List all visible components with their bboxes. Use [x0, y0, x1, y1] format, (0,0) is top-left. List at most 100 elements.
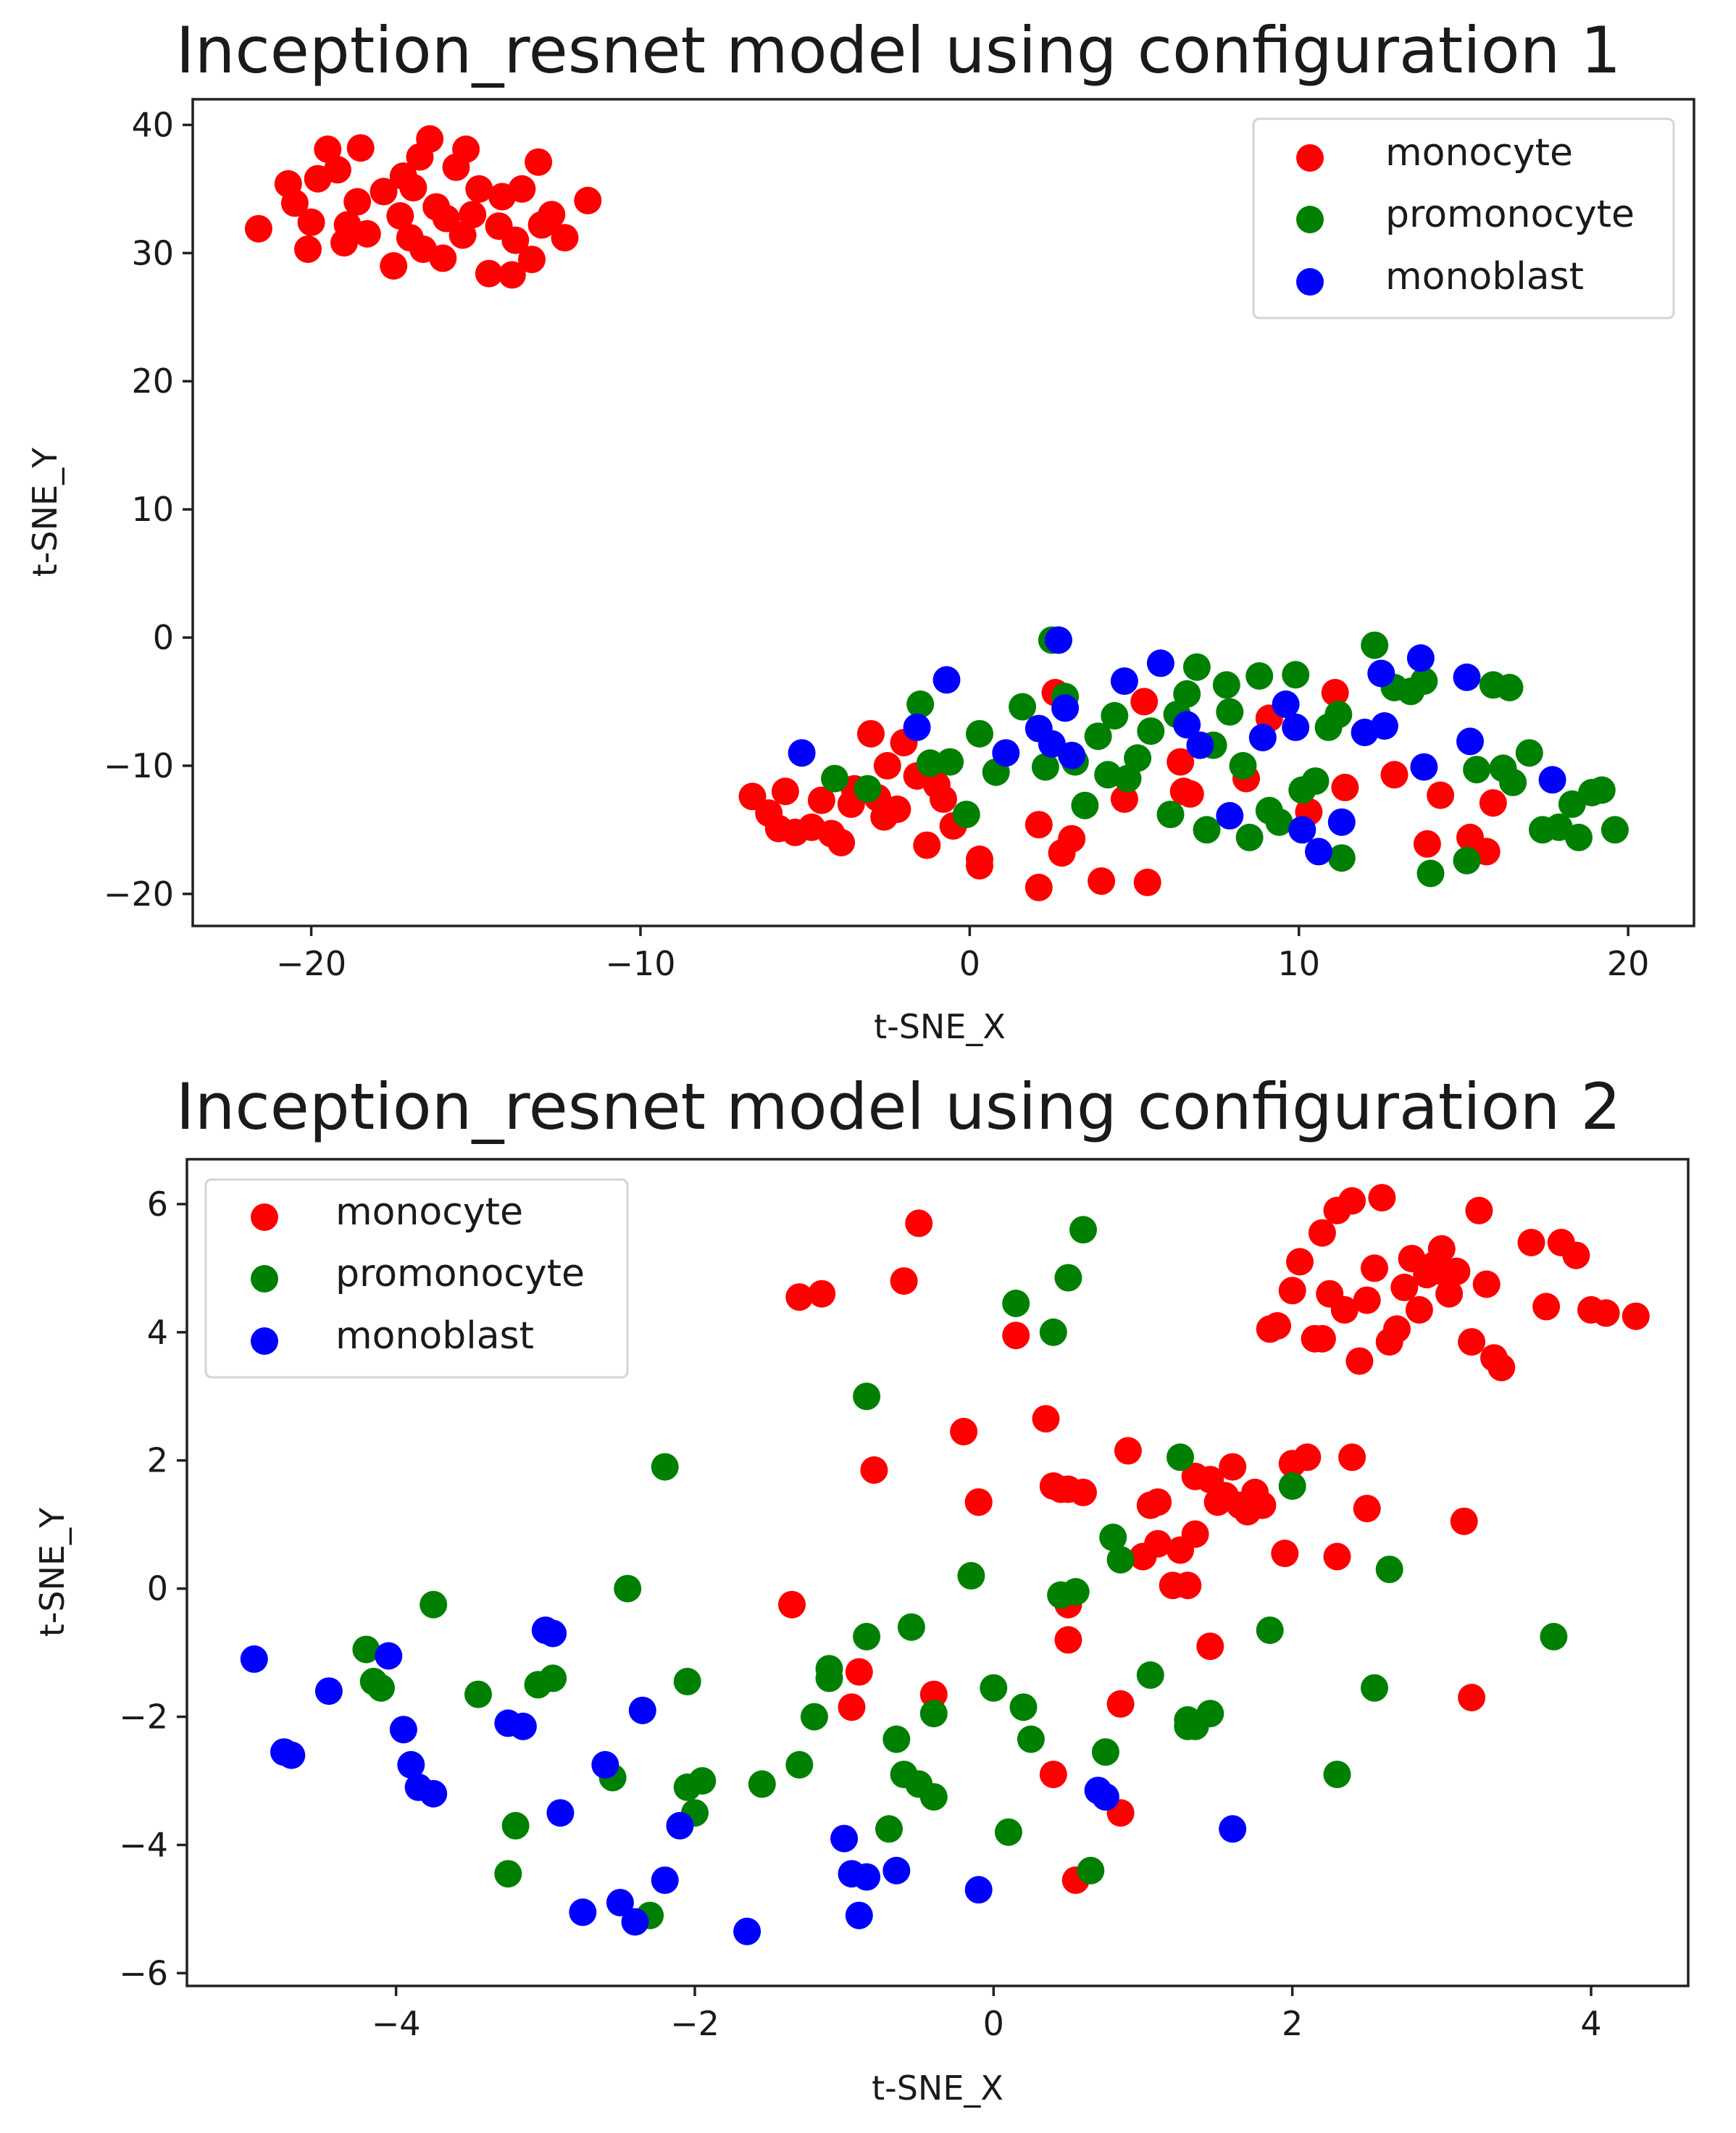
chart-1-point-promonocyte — [1416, 859, 1445, 888]
chart-2-point-monocyte — [1323, 1543, 1351, 1571]
chart-1-point-promonocyte — [1212, 671, 1240, 699]
chart-1-ylabel: t-SNE_Y — [25, 447, 64, 577]
chart-1-point-monocyte — [475, 259, 503, 288]
chart-1-point-promonocyte — [1453, 846, 1481, 875]
chart-2-point-monocyte — [1039, 1761, 1067, 1789]
chart-1-point-promonocyte — [966, 719, 993, 748]
chart-2-point-promonocyte — [1054, 1264, 1082, 1292]
chart-2-point-promonocyte — [919, 1700, 948, 1728]
chart-1-point-promonocyte — [1463, 756, 1491, 784]
chart-2-point-promonocyte — [1323, 1761, 1351, 1789]
chart-1-y-tick-label: 20 — [131, 362, 174, 401]
chart-2-point-monocyte — [1390, 1273, 1419, 1301]
chart-2-ylabel: t-SNE_Y — [33, 1507, 72, 1637]
chart-1-point-monocyte — [518, 246, 546, 274]
chart-2-legend-marker-promonocyte — [251, 1265, 278, 1293]
chart-2-point-promonocyte — [1136, 1661, 1164, 1689]
chart-1-point-promonocyte — [1173, 680, 1201, 708]
chart-1-point-promonocyte — [1009, 693, 1037, 721]
chart-2-point-promonocyte — [897, 1613, 925, 1641]
chart-2-point-monoblast — [882, 1856, 911, 1884]
chart-2-y-tick-label: 0 — [147, 1569, 168, 1608]
chart-1-point-monoblast — [932, 666, 961, 694]
chart-2-point-monoblast — [964, 1876, 993, 1904]
chart-2-point-monocyte — [905, 1209, 933, 1237]
chart-1-point-monocyte — [294, 235, 322, 263]
chart-1-point-promonocyte — [1124, 744, 1152, 772]
chart-1-point-monocyte — [343, 188, 372, 216]
chart-1-point-monocyte — [1025, 811, 1053, 839]
chart-1-point-monoblast — [1288, 816, 1316, 844]
chart-2-point-monocyte — [1308, 1324, 1336, 1353]
chart-2-point-promonocyte — [1009, 1693, 1038, 1721]
chart-1-point-monocyte — [501, 226, 530, 254]
chart-1: Inception_resnet model using configurati… — [25, 13, 1695, 1046]
chart-2-point-monocyte — [1286, 1248, 1314, 1276]
chart-1-point-monoblast — [1367, 659, 1395, 688]
chart-1-point-promonocyte — [1101, 701, 1129, 730]
chart-2-point-promonocyte — [688, 1767, 717, 1795]
chart-1-point-promonocyte — [1265, 808, 1293, 836]
chart-2-point-promonocyte — [464, 1680, 492, 1708]
chart-1-point-monocyte — [386, 202, 414, 230]
chart-1-point-promonocyte — [1301, 767, 1330, 796]
chart-2-point-monocyte — [1345, 1347, 1374, 1375]
chart-2-point-monocyte — [1532, 1293, 1561, 1321]
chart-2-point-monoblast — [651, 1866, 679, 1895]
chart-2-point-monoblast — [853, 1863, 881, 1891]
chart-1-point-promonocyte — [1282, 661, 1310, 689]
chart-2-point-monocyte — [964, 1488, 993, 1516]
chart-2-point-monocyte — [860, 1456, 888, 1484]
chart-1-point-monoblast — [1305, 838, 1332, 866]
chart-1-point-promonocyte — [1229, 751, 1257, 780]
chart-2-point-promonocyte — [1375, 1556, 1403, 1584]
chart-2-point-monocyte — [890, 1267, 918, 1295]
chart-1-plot-area — [191, 98, 1695, 927]
chart-1-point-monocyte — [1025, 873, 1053, 901]
chart-1-legend-marker-monocyte — [1296, 144, 1324, 172]
chart-1-point-monocyte — [314, 135, 342, 163]
chart-2-point-monocyte — [808, 1280, 836, 1308]
chart-2-point-monoblast — [569, 1898, 597, 1927]
chart-2-legend-marker-monocyte — [251, 1203, 278, 1231]
chart-2-legend-label-promonocyte: promonocyte — [335, 1252, 585, 1295]
chart-1-point-monoblast — [1410, 753, 1438, 781]
chart-2-point-promonocyte — [1099, 1523, 1127, 1551]
chart-2-point-monocyte — [1181, 1520, 1209, 1548]
chart-1-xlabel: t-SNE_X — [874, 1007, 1006, 1046]
chart-1-point-monoblast — [1173, 711, 1201, 739]
chart-2-point-promonocyte — [853, 1622, 881, 1650]
chart-1-point-promonocyte — [1327, 844, 1356, 872]
chart-2-point-monocyte — [1196, 1632, 1224, 1661]
chart-1-point-promonocyte — [1601, 816, 1629, 844]
chart-2-point-monocyte — [1368, 1184, 1396, 1212]
chart-2-y-tick-label: −4 — [119, 1825, 168, 1864]
chart-1-point-promonocyte — [1071, 791, 1099, 819]
chart-1-point-monoblast — [1327, 808, 1356, 836]
chart-1-point-promonocyte — [1587, 776, 1616, 804]
chart-1-point-monoblast — [1248, 724, 1277, 751]
chart-2-point-promonocyte — [501, 1811, 530, 1840]
chart-2-point-monocyte — [1106, 1690, 1135, 1718]
chart-2-point-monocyte — [1562, 1241, 1590, 1269]
chart-1-point-monocyte — [297, 208, 325, 236]
chart-2-point-monocyte — [1405, 1295, 1433, 1324]
chart-1-point-monocyte — [244, 214, 272, 243]
chart-1-legend: monocyte promonocyte monoblast — [1252, 117, 1675, 320]
chart-2-point-monoblast — [375, 1642, 403, 1670]
chart-2-point-monoblast — [621, 1908, 649, 1936]
chart-2-x-tick-label: −2 — [670, 2004, 719, 2043]
chart-1-point-monoblast — [1146, 649, 1174, 677]
chart-2-point-monocyte — [1032, 1405, 1060, 1433]
chart-2-point-monoblast — [733, 1917, 761, 1945]
chart-2-legend-marker-monoblast — [251, 1327, 278, 1355]
chart-1-x-tick-label: 0 — [959, 944, 980, 983]
chart-1-point-monocyte — [1110, 785, 1138, 813]
chart-2-point-monocyte — [1278, 1277, 1306, 1305]
chart-2-point-promonocyte — [367, 1674, 395, 1702]
chart-2-point-monocyte — [1435, 1280, 1464, 1308]
chart-1-point-promonocyte — [1245, 662, 1274, 690]
chart-2-point-monocyte — [1293, 1443, 1322, 1472]
chart-1-point-promonocyte — [1565, 823, 1593, 851]
chart-2-point-promonocyte — [815, 1664, 843, 1692]
